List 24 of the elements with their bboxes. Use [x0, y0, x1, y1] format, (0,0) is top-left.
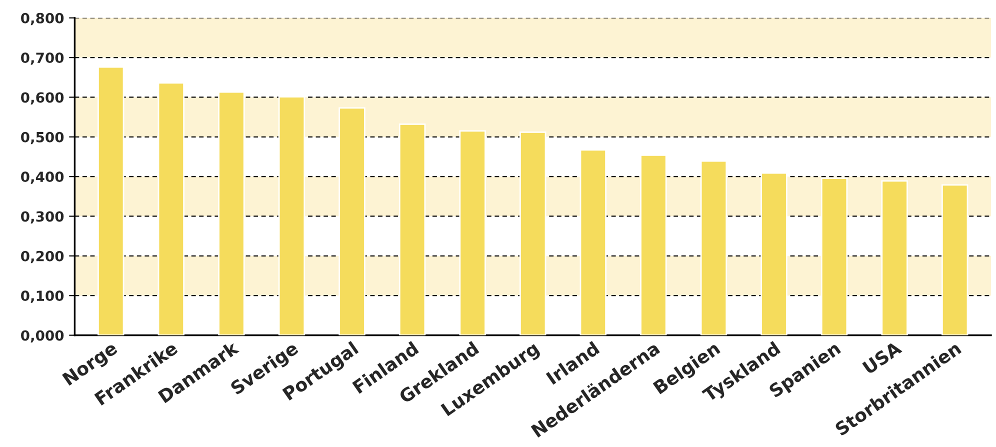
y-tick-label: 0,700	[21, 52, 64, 65]
y-tick-label: 0,200	[21, 250, 64, 264]
bar	[700, 160, 728, 336]
bar	[640, 154, 667, 336]
y-tick-label: 0,800	[21, 12, 64, 26]
bar	[820, 177, 848, 336]
bar	[338, 107, 366, 336]
bar	[218, 91, 245, 336]
bar	[520, 131, 546, 336]
bar	[398, 124, 426, 336]
bar	[941, 184, 968, 336]
bar	[158, 82, 185, 336]
y-tick-label: 0,000	[21, 330, 64, 342]
y-tick-label: 0,300	[21, 211, 64, 224]
bar	[881, 180, 908, 336]
bar	[760, 172, 788, 336]
bar	[459, 130, 486, 336]
bar	[278, 96, 306, 336]
bar	[98, 66, 124, 336]
y-tick-label: 0,400	[21, 172, 64, 184]
y-tick-label: 0,600	[21, 92, 64, 104]
y-tick-label: 0,500	[21, 132, 64, 144]
y-tick-label: 0,100	[21, 290, 64, 303]
bar	[580, 149, 606, 336]
